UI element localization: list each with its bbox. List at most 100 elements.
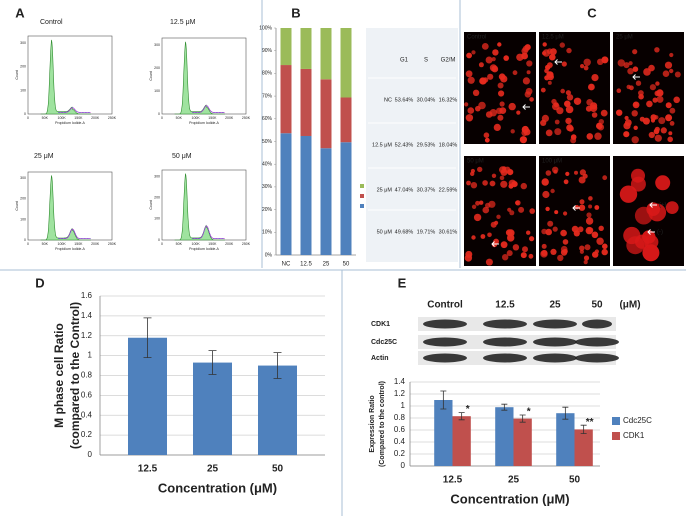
micrograph-label: Control <box>467 35 486 41</box>
nucleus <box>579 249 585 254</box>
nucleus <box>652 97 658 103</box>
nucleus <box>466 180 471 186</box>
significance: ** <box>586 417 594 428</box>
flow-x-tick: 100K <box>192 116 201 120</box>
nucleus <box>588 204 593 209</box>
nucleus <box>583 58 591 66</box>
y-tick-label: 0.2 <box>81 430 93 439</box>
flow-y-tick: 300 <box>154 174 160 178</box>
nucleus <box>496 107 503 115</box>
flow-x-tick: 50K <box>42 116 49 120</box>
bar-segment <box>320 28 332 80</box>
nucleus <box>566 47 572 54</box>
flow-g2-fit <box>58 107 91 113</box>
nucleus <box>639 116 645 122</box>
nucleus <box>591 74 599 82</box>
nucleus <box>632 49 638 55</box>
micrograph-label: 50 μM <box>467 159 484 165</box>
bar-segment <box>340 97 352 143</box>
flow-x-tick: 200K <box>91 242 100 246</box>
nucleus <box>660 127 667 134</box>
nucleus <box>563 179 569 185</box>
table-cell: 29.53% <box>417 142 436 148</box>
y-tick-label: 0.8 <box>81 371 93 380</box>
micrograph-label: 25 μM <box>616 35 633 41</box>
y-tick-label: 60% <box>262 116 273 122</box>
y-tick-label: 1.2 <box>81 331 93 340</box>
table-cell: 30.61% <box>439 229 458 235</box>
nucleus <box>648 131 655 139</box>
nucleus <box>583 260 588 265</box>
nucleus <box>597 123 605 131</box>
nucleus <box>591 231 599 239</box>
nucleus <box>466 52 472 59</box>
nucleus <box>477 166 483 173</box>
nucleus <box>588 83 595 91</box>
nucleus <box>654 90 661 97</box>
legend-swatch <box>360 194 364 198</box>
nucleus <box>591 112 598 118</box>
nucleus <box>467 107 475 114</box>
flow-y-tick: 200 <box>20 65 26 69</box>
nucleus <box>601 248 608 256</box>
panel-letter: A <box>15 5 25 20</box>
nucleus <box>487 232 492 238</box>
nucleus <box>549 53 556 61</box>
nucleus <box>630 176 646 192</box>
significance: * <box>527 407 531 418</box>
nucleus <box>482 206 490 214</box>
nucleus <box>500 75 508 83</box>
nucleus <box>529 97 534 102</box>
bar-segment <box>280 133 292 255</box>
bar-segment <box>300 68 312 136</box>
bar <box>434 400 453 466</box>
nucleus <box>629 85 634 91</box>
table-cell: 30.04% <box>417 97 436 103</box>
nucleus <box>478 62 484 68</box>
nucleus <box>464 102 469 107</box>
nucleus <box>526 70 531 75</box>
nucleus <box>526 230 531 235</box>
nucleus <box>553 169 558 174</box>
nucleus <box>669 107 676 114</box>
y-tick-label: 80% <box>262 71 273 77</box>
x-axis-label: Concentration (μM) <box>158 480 277 495</box>
error-bar <box>562 406 569 420</box>
flow-x-tick: 150K <box>74 242 83 246</box>
nucleus <box>485 258 493 266</box>
y-tick-label: 20% <box>262 207 273 213</box>
flow-x-label: Propidium Iodide-A <box>189 121 219 125</box>
nucleus <box>552 102 560 111</box>
nucleus <box>464 254 473 262</box>
error-bar <box>208 350 217 375</box>
table-cell: 19.71% <box>417 229 436 235</box>
panel-letter: C <box>587 5 597 20</box>
flow-y-tick: 100 <box>154 217 160 221</box>
nucleus <box>654 134 662 142</box>
nucleus <box>667 136 673 143</box>
nucleus <box>512 244 520 251</box>
nucleus <box>632 66 639 72</box>
flow-y-tick: 100 <box>154 89 160 93</box>
y-axis-label: M phase cell Ratio <box>52 323 66 428</box>
x-tick-label: 50 <box>569 475 581 486</box>
nucleus <box>586 99 593 106</box>
nucleus <box>655 81 660 86</box>
nucleus <box>579 169 587 176</box>
y-tick-label: 0.6 <box>394 425 406 434</box>
nucleus <box>655 175 671 191</box>
flow-plot-frame <box>27 171 113 241</box>
nucleus <box>508 179 517 187</box>
flow-y-tick: 300 <box>20 176 26 180</box>
flow-y-label: Count <box>15 70 19 79</box>
nucleus <box>516 110 521 115</box>
nucleus <box>628 61 633 66</box>
flow-x-label: Propidium Iodide-A <box>55 247 85 251</box>
nucleus <box>489 64 497 72</box>
nucleus <box>475 105 481 112</box>
bar <box>556 413 575 466</box>
error-bar <box>519 414 526 423</box>
x-tick-label: 50 <box>272 464 284 475</box>
nucleus <box>624 115 629 121</box>
blot-band <box>423 353 467 363</box>
